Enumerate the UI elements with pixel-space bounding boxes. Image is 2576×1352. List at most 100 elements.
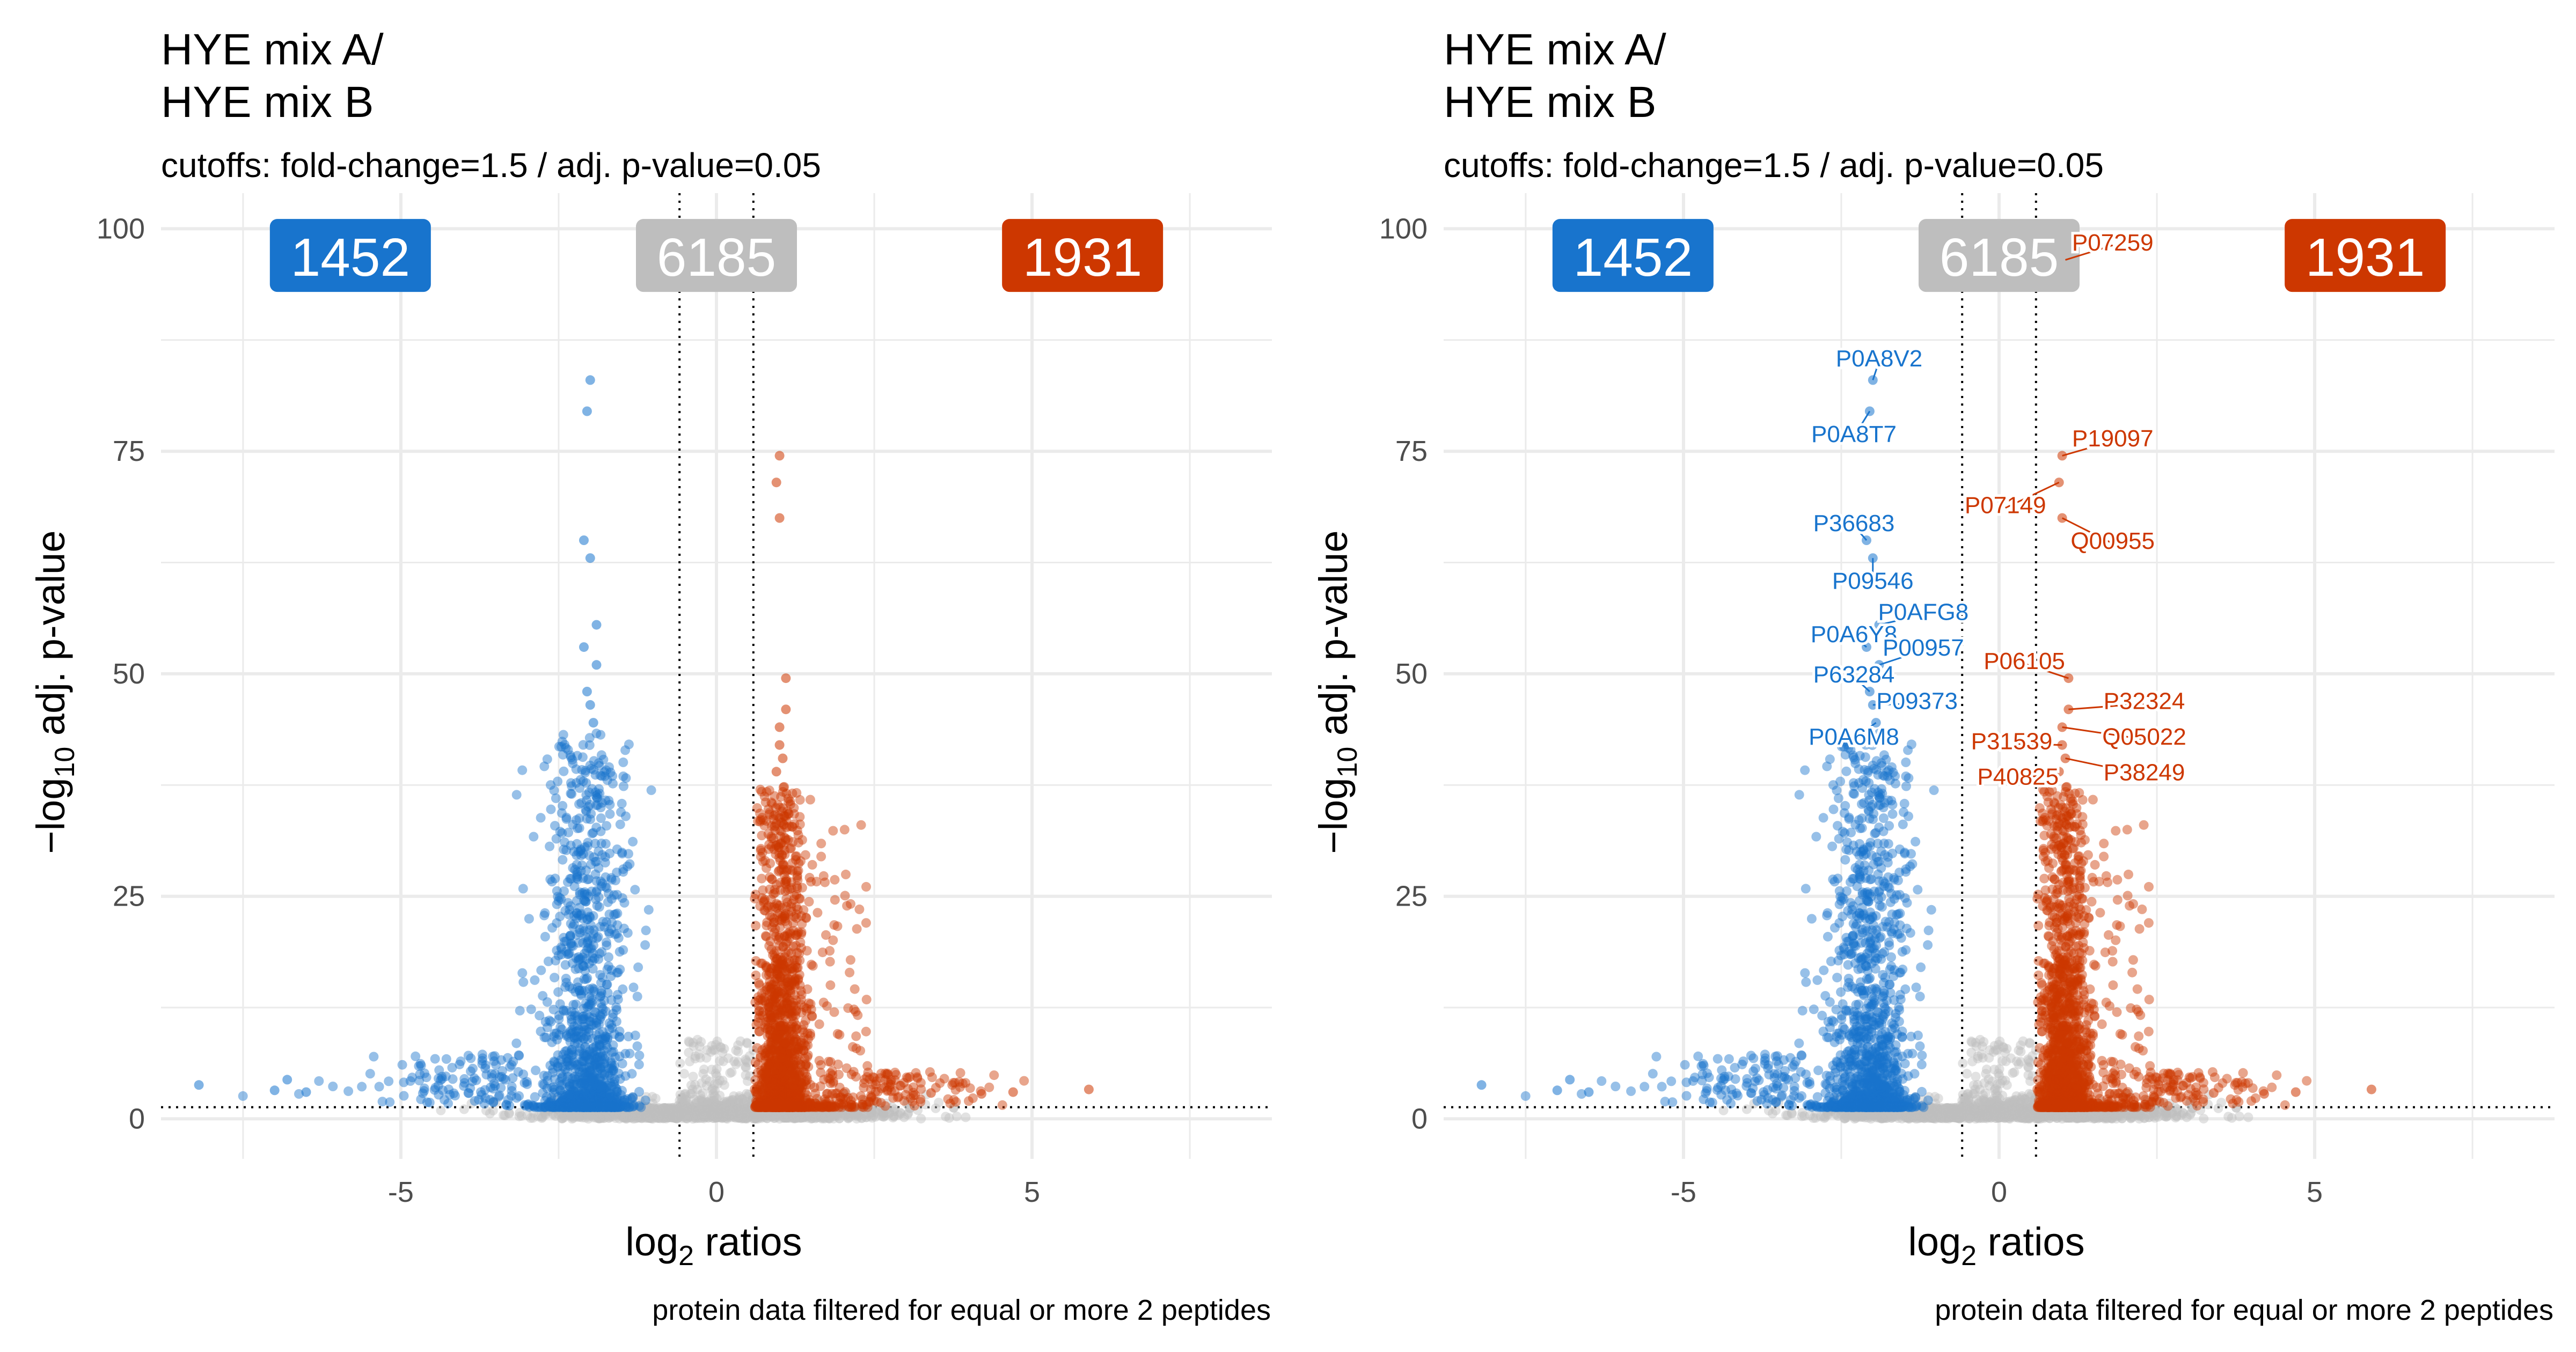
data-point: [756, 1111, 765, 1121]
data-point: [692, 1111, 702, 1121]
data-point: [806, 1114, 816, 1124]
data-point: [628, 836, 638, 847]
data-point: [530, 975, 540, 985]
data-point: [597, 1113, 607, 1123]
data-point: [728, 1111, 738, 1121]
data-point: [642, 1109, 652, 1119]
data-point: [615, 819, 625, 829]
data-point: [671, 1113, 681, 1123]
data-point: [582, 973, 592, 983]
data-point: [634, 1050, 645, 1061]
data-point: [797, 1111, 808, 1121]
data-point: [560, 1064, 570, 1075]
data-point: [594, 1019, 604, 1030]
data-point: [647, 1106, 657, 1116]
data-point: [611, 1113, 620, 1123]
data-point: [662, 1109, 672, 1120]
data-point: [692, 1084, 702, 1094]
data-point: [817, 1109, 827, 1120]
data-point: [767, 874, 777, 884]
data-point: [778, 1107, 788, 1118]
data-point: [654, 1112, 664, 1122]
data-point: [481, 1070, 492, 1080]
data-point: [818, 1103, 829, 1113]
data-point: [604, 1113, 614, 1123]
data-point: [597, 1112, 607, 1122]
data-point: [588, 718, 598, 728]
data-point: [824, 1102, 834, 1112]
data-point: [430, 1054, 440, 1064]
data-point: [567, 1109, 577, 1119]
data-point: [887, 1102, 897, 1112]
data-point: [648, 1098, 658, 1108]
data-point: [802, 1102, 813, 1112]
data-point: [607, 917, 617, 928]
data-point: [595, 1010, 605, 1020]
data-point: [778, 941, 788, 951]
data-point: [644, 1113, 654, 1123]
data-point: [793, 1103, 803, 1113]
data-point: [714, 1108, 724, 1119]
data-point: [635, 1103, 646, 1113]
data-point: [664, 1103, 674, 1113]
data-point: [715, 1100, 726, 1111]
data-point: [630, 1107, 640, 1117]
data-point: [677, 1103, 687, 1113]
data-point: [618, 1111, 628, 1121]
data-point: [844, 1102, 854, 1112]
data-point: [561, 743, 571, 753]
data-point: [737, 1109, 748, 1120]
data-point: [697, 1105, 707, 1115]
data-point: [546, 1017, 556, 1027]
data-point: [759, 1105, 769, 1115]
data-point: [821, 1108, 831, 1118]
data-point: [644, 1108, 654, 1119]
data-point: [845, 967, 855, 978]
data-point: [741, 1105, 750, 1115]
data-point: [989, 1070, 999, 1081]
data-point: [698, 1106, 708, 1116]
data-point: [1008, 1087, 1018, 1097]
data-point: [573, 1106, 583, 1116]
data-point: [611, 1017, 621, 1026]
data-point: [716, 1109, 727, 1119]
data-point: [830, 895, 840, 905]
data-point: [552, 1104, 562, 1114]
data-point: [707, 1084, 718, 1094]
data-point: [525, 1113, 536, 1123]
data-point: [533, 1112, 543, 1122]
data-point: [653, 1111, 663, 1121]
data-point: [397, 1060, 407, 1070]
data-point: [589, 984, 599, 994]
data-point: [594, 1113, 604, 1123]
data-point: [705, 1105, 715, 1115]
data-point: [713, 1111, 723, 1121]
data-point: [723, 1112, 733, 1122]
data-point: [728, 1095, 738, 1105]
data-point: [741, 1113, 751, 1123]
data-point: [765, 858, 775, 869]
data-point: [737, 1094, 748, 1104]
data-point: [721, 1098, 731, 1108]
data-point: [825, 1078, 836, 1088]
data-point: [1084, 1084, 1094, 1094]
y-tick-label: 100: [97, 212, 145, 245]
data-point: [488, 1105, 498, 1115]
data-point: [718, 1111, 728, 1121]
data-point: [590, 1104, 600, 1114]
data-point: [485, 1108, 495, 1119]
data-point: [573, 982, 583, 993]
data-point: [682, 1102, 692, 1112]
data-point: [785, 1113, 795, 1123]
data-point: [734, 1091, 744, 1101]
data-point: [369, 1052, 379, 1062]
data-point: [645, 1104, 654, 1114]
data-point: [668, 1109, 678, 1120]
data-point: [808, 1112, 818, 1122]
data-point: [759, 1094, 769, 1104]
data-point: [880, 1111, 890, 1121]
data-point: [745, 1107, 756, 1117]
panel-subtitle: cutoffs: fold-change=1.5 / adj. p-value=…: [1444, 146, 2104, 185]
data-point: [824, 1114, 835, 1124]
data-point: [679, 1106, 689, 1116]
